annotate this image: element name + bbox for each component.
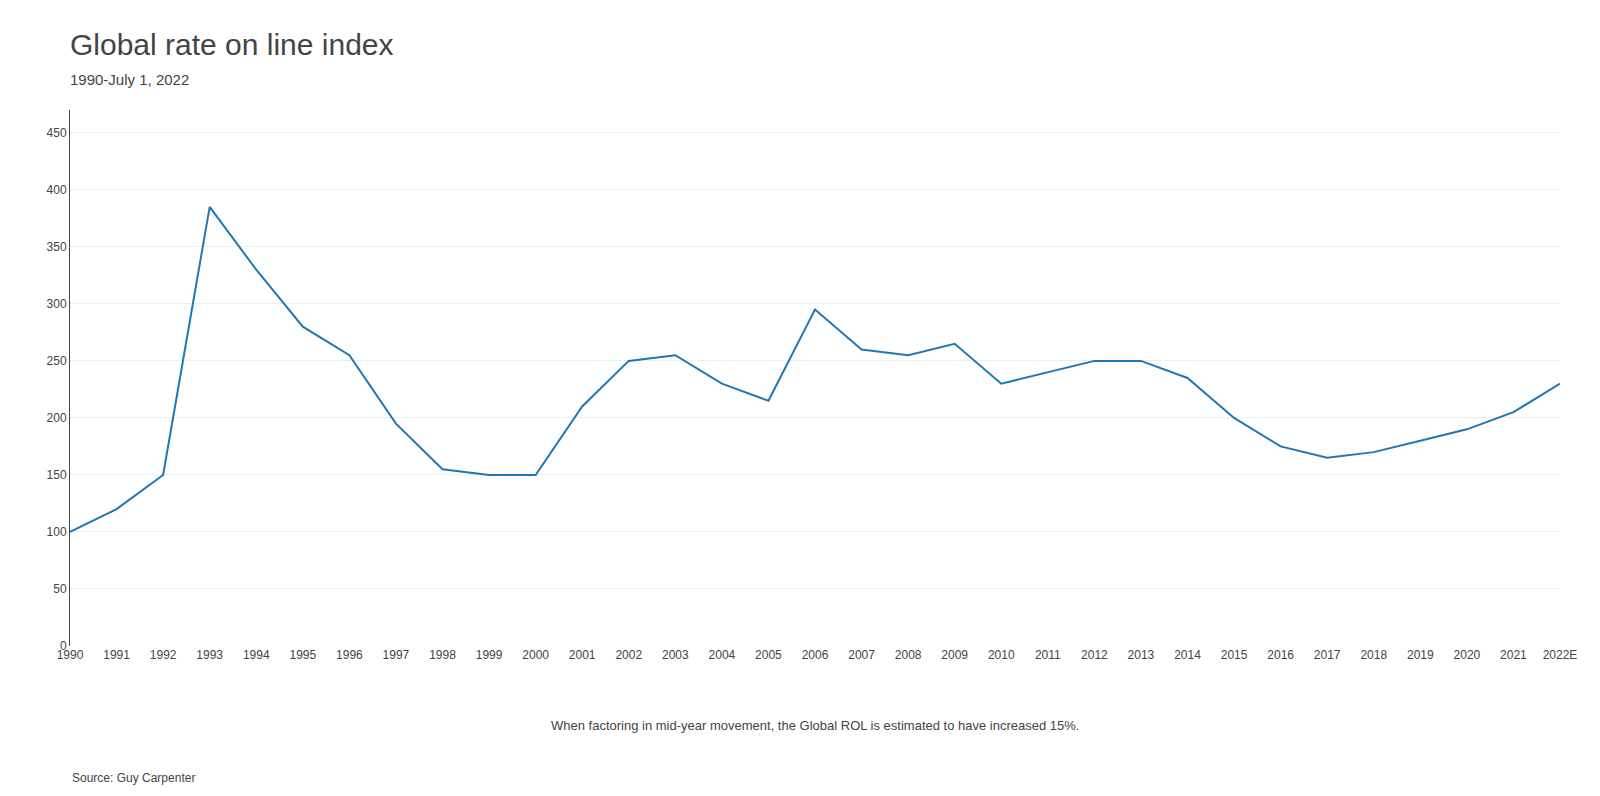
svg-text:2008: 2008 xyxy=(895,648,922,662)
svg-text:2013: 2013 xyxy=(1128,648,1155,662)
svg-text:1992: 1992 xyxy=(150,648,177,662)
svg-text:1995: 1995 xyxy=(289,648,316,662)
svg-text:2020: 2020 xyxy=(1454,648,1481,662)
svg-text:400: 400 xyxy=(47,183,67,197)
svg-text:1998: 1998 xyxy=(429,648,456,662)
svg-text:150: 150 xyxy=(47,468,67,482)
svg-text:1994: 1994 xyxy=(243,648,270,662)
svg-text:Global rate on line index: Global rate on line index xyxy=(70,28,394,61)
svg-text:1990-July 1, 2022: 1990-July 1, 2022 xyxy=(70,71,189,88)
svg-text:1996: 1996 xyxy=(336,648,363,662)
svg-text:2012: 2012 xyxy=(1081,648,1108,662)
svg-text:1997: 1997 xyxy=(383,648,410,662)
svg-text:2010: 2010 xyxy=(988,648,1015,662)
svg-text:2014: 2014 xyxy=(1174,648,1201,662)
svg-text:2000: 2000 xyxy=(522,648,549,662)
svg-text:1999: 1999 xyxy=(476,648,503,662)
svg-text:2004: 2004 xyxy=(709,648,736,662)
svg-text:300: 300 xyxy=(47,297,67,311)
svg-text:2009: 2009 xyxy=(941,648,968,662)
svg-text:2005: 2005 xyxy=(755,648,782,662)
svg-text:350: 350 xyxy=(47,240,67,254)
svg-text:Source: Guy Carpenter: Source: Guy Carpenter xyxy=(72,771,195,785)
svg-text:1990: 1990 xyxy=(57,648,84,662)
svg-text:2007: 2007 xyxy=(848,648,875,662)
svg-text:0: 0 xyxy=(60,639,67,653)
svg-text:450: 450 xyxy=(47,126,67,140)
svg-text:1991: 1991 xyxy=(103,648,130,662)
svg-text:50: 50 xyxy=(53,582,67,596)
svg-text:2021: 2021 xyxy=(1500,648,1527,662)
svg-text:2019: 2019 xyxy=(1407,648,1434,662)
svg-text:2016: 2016 xyxy=(1267,648,1294,662)
svg-text:2017: 2017 xyxy=(1314,648,1341,662)
svg-text:2018: 2018 xyxy=(1360,648,1387,662)
svg-text:2003: 2003 xyxy=(662,648,689,662)
svg-text:2011: 2011 xyxy=(1035,648,1061,662)
svg-text:2002: 2002 xyxy=(615,648,642,662)
svg-text:2001: 2001 xyxy=(569,648,596,662)
svg-text:When factoring in mid-year mov: When factoring in mid-year movement, the… xyxy=(551,718,1079,733)
svg-text:250: 250 xyxy=(47,354,67,368)
svg-text:1993: 1993 xyxy=(196,648,223,662)
svg-text:2022E: 2022E xyxy=(1543,648,1578,662)
svg-text:2006: 2006 xyxy=(802,648,829,662)
svg-text:200: 200 xyxy=(47,411,67,425)
svg-text:2015: 2015 xyxy=(1221,648,1248,662)
svg-text:100: 100 xyxy=(47,525,67,539)
